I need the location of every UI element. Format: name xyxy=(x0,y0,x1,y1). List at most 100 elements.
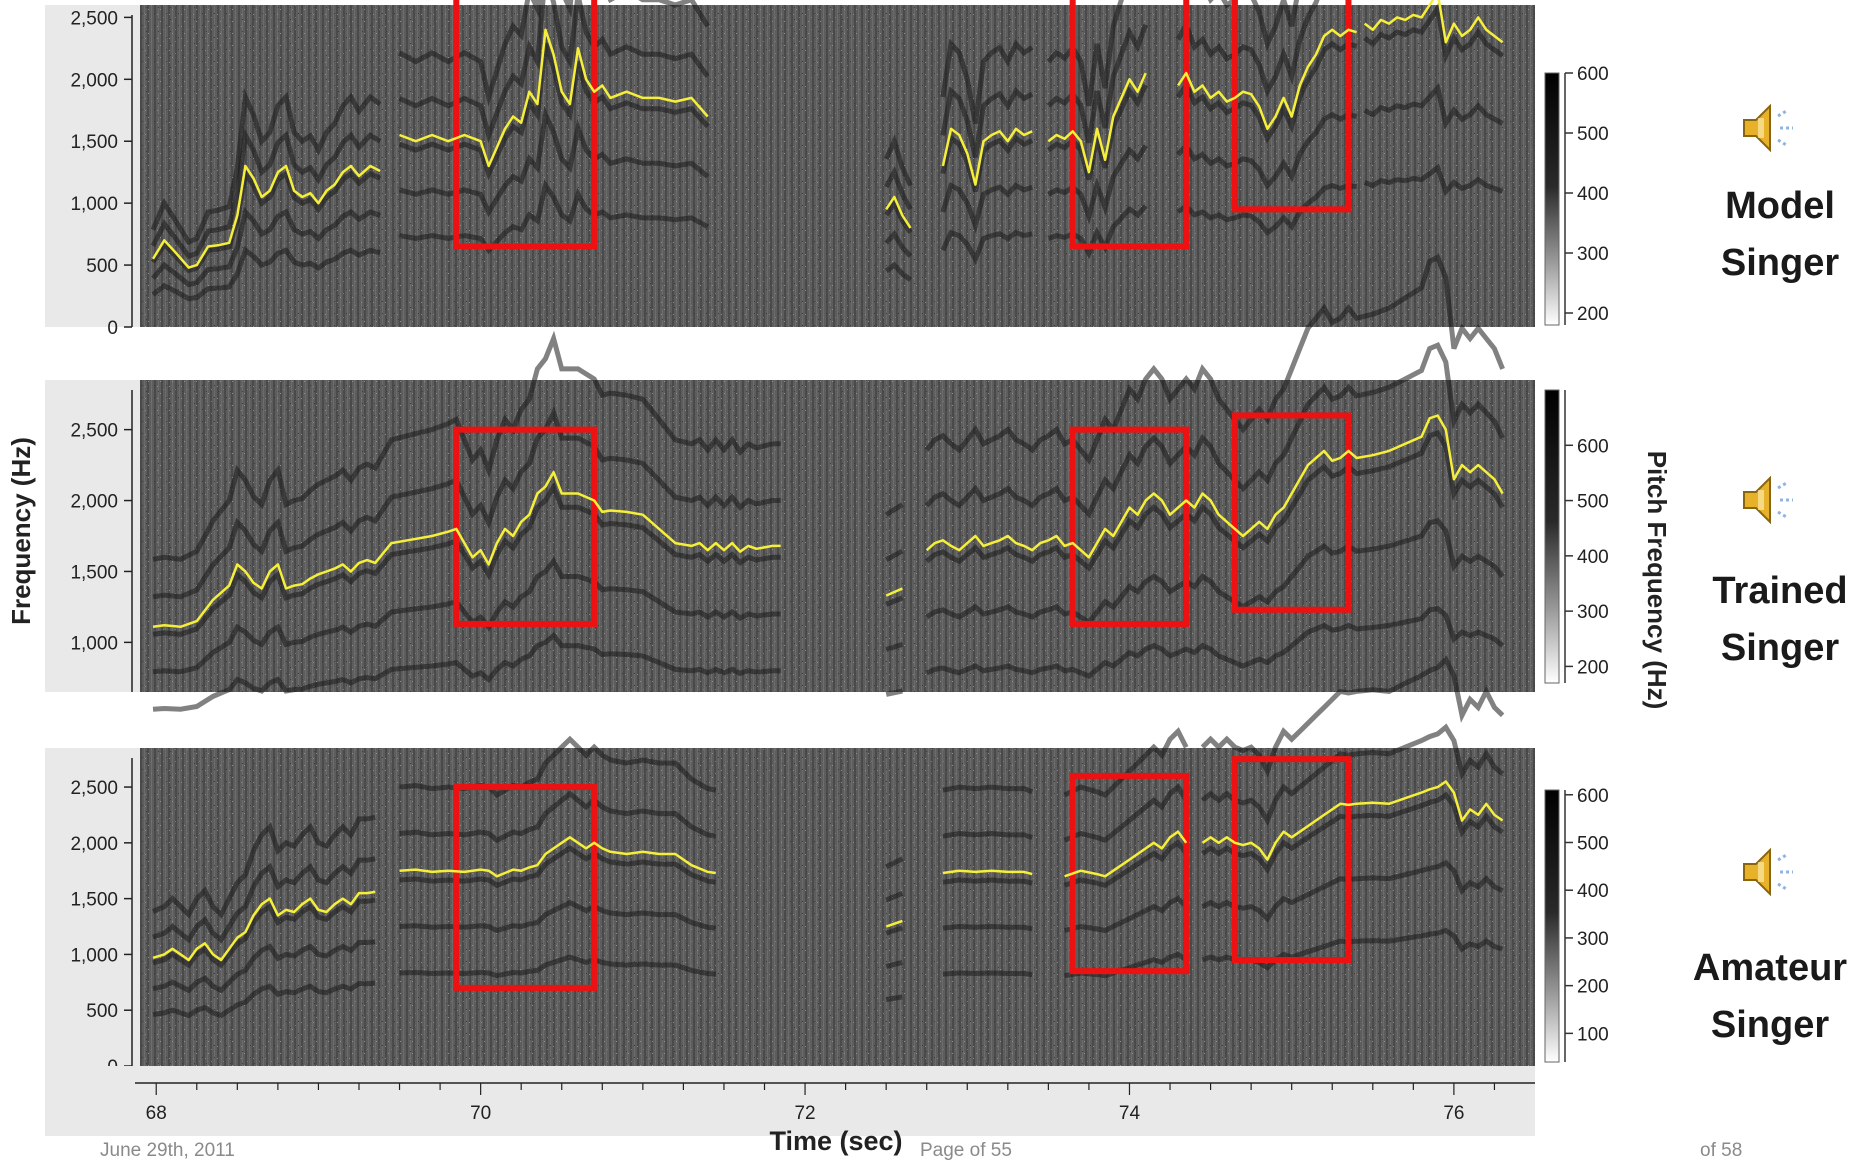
pitch-contour xyxy=(152,890,376,962)
pitch-contour xyxy=(152,470,781,629)
harmonic-band xyxy=(885,548,904,562)
y-axis-label: Frequency (Hz) xyxy=(6,437,36,625)
harmonic-band xyxy=(1063,783,1189,844)
harmonic-band xyxy=(150,87,382,246)
harmonic-band xyxy=(924,253,1505,465)
harmonic-band xyxy=(152,330,781,562)
harmonic-band xyxy=(942,923,1033,932)
footer-left: June 29th, 2011 xyxy=(100,1140,235,1161)
speaker-icon-graphic xyxy=(1743,103,1793,153)
harmonic-band xyxy=(1207,0,1300,52)
harmonic-band xyxy=(885,890,904,903)
chart-panel: 1,000 1,500 2,000 2,500 200 300 400 500 600 xyxy=(45,253,1609,712)
colorbar-tick-label: 200 xyxy=(1577,977,1609,998)
harmonic-band xyxy=(885,642,904,652)
singer-label-line1: Trained xyxy=(1712,570,1848,612)
harmonic-band xyxy=(925,517,1505,626)
harmonic-band xyxy=(925,429,1505,572)
y-tick-label: 1,500 xyxy=(70,562,118,583)
colorbar-tick-label: 300 xyxy=(1577,244,1609,265)
colorbar-tick-label: 200 xyxy=(1577,657,1609,678)
colorbar-tick-label: 500 xyxy=(1577,833,1609,854)
x-axis-label: Time (sec) xyxy=(769,1126,902,1156)
colorbar-tick-label: 200 xyxy=(1577,304,1609,325)
colorbar-tick-label: 300 xyxy=(1577,602,1609,623)
y-tick-label: 2,000 xyxy=(70,492,118,513)
speaker-sound-icon[interactable] xyxy=(1738,842,1798,902)
pitch-contour xyxy=(399,836,716,878)
harmonic-band xyxy=(399,845,717,889)
harmonic-band xyxy=(885,994,903,1003)
colorbar-tick-label: 600 xyxy=(1577,786,1609,807)
harmonic-band xyxy=(399,790,717,844)
harmonic-band xyxy=(924,341,1505,519)
harmonic-band xyxy=(942,784,1034,795)
singer-label-line2: Singer xyxy=(1720,242,1840,284)
harmonic-band xyxy=(884,229,913,258)
speaker-sound-icon[interactable] xyxy=(1738,98,1798,158)
harmonic-band xyxy=(152,856,376,944)
singer-label-model: Model Singer xyxy=(1690,178,1864,292)
spectrogram-noise xyxy=(140,380,1535,692)
pitch-contour xyxy=(885,195,912,229)
harmonic-band xyxy=(1063,727,1189,798)
colorbar-tick-label: 500 xyxy=(1577,124,1609,145)
singer-label-line1: Amateur xyxy=(1692,947,1848,989)
harmonic-band xyxy=(940,38,1034,124)
harmonic-band xyxy=(883,134,913,187)
harmonic-band xyxy=(152,897,376,969)
harmonic-band xyxy=(1063,839,1189,888)
chart-panel: 05001,0001,5002,0002,5001002003004005006… xyxy=(45,655,1609,1136)
y-tick-label: 0 xyxy=(107,318,118,339)
harmonic-band xyxy=(398,43,710,181)
pitch-contour xyxy=(941,127,1033,186)
harmonic-band xyxy=(885,959,903,969)
pitch-contour xyxy=(399,28,709,168)
colorbar-tick-label: 400 xyxy=(1577,184,1609,205)
colorbar-tick-label: 600 xyxy=(1577,64,1609,85)
speaker-sound-icon[interactable] xyxy=(1738,470,1798,530)
harmonic-band xyxy=(884,261,912,282)
chart-panel: 0 500 1,000 1,500 2,000 2,500 200 300 400 500 600 xyxy=(45,0,1609,339)
pitch-contour xyxy=(885,587,903,597)
highlight-box xyxy=(1231,0,1352,213)
speaker-icon-graphic xyxy=(1743,847,1793,897)
harmonic-band xyxy=(152,406,781,600)
y-tick-label: 2,000 xyxy=(70,834,118,855)
harmonic-band xyxy=(398,106,710,218)
harmonic-band xyxy=(1176,40,1358,144)
pitch-contour xyxy=(1047,72,1147,174)
harmonic-band xyxy=(1363,2,1505,65)
y-tick-label: 500 xyxy=(86,1001,118,1022)
harmonic-band xyxy=(1201,791,1504,875)
spectrogram-noise xyxy=(140,748,1535,1066)
harmonic-band xyxy=(1201,859,1504,923)
harmonic-band xyxy=(940,229,1033,266)
harmonic-band xyxy=(399,954,716,979)
footer-right: of 58 xyxy=(1700,1140,1743,1161)
pitch-contour xyxy=(925,414,1504,559)
colorbar-tick-label: 100 xyxy=(1577,1024,1609,1045)
harmonic-band xyxy=(399,899,717,934)
harmonic-band xyxy=(399,179,709,255)
highlight-box xyxy=(1231,756,1352,963)
harmonic-band xyxy=(1046,84,1148,181)
harmonic-band xyxy=(152,980,376,1019)
harmonic-band xyxy=(942,830,1033,840)
colorbar-tick-label: 400 xyxy=(1577,881,1609,902)
pitch-contour xyxy=(1201,780,1504,861)
speaker-icon-graphic xyxy=(1743,475,1793,525)
y-tick-label: 1,000 xyxy=(70,194,118,215)
colorbar-tick-label: 500 xyxy=(1577,492,1609,513)
harmonic-band xyxy=(1047,204,1148,260)
harmonic-band xyxy=(884,166,913,211)
harmonic-band xyxy=(1200,655,1505,778)
colorbar xyxy=(1544,389,1560,684)
x-tick-label: 68 xyxy=(146,1103,167,1124)
harmonic-band xyxy=(940,181,1033,234)
singer-label-line2: Singer xyxy=(1710,1004,1830,1046)
pitch-contour xyxy=(1064,830,1188,878)
colorbar-tick-label: 400 xyxy=(1577,547,1609,568)
harmonic-band xyxy=(152,939,376,994)
